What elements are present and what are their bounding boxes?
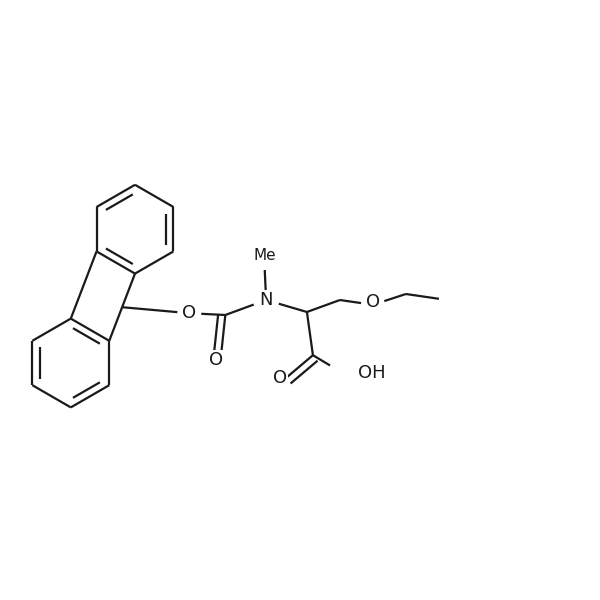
- Text: OH: OH: [358, 364, 386, 382]
- Text: O: O: [182, 304, 196, 322]
- Text: O: O: [273, 369, 287, 387]
- Text: N: N: [259, 291, 273, 309]
- Text: Me: Me: [253, 247, 275, 263]
- Text: O: O: [209, 351, 223, 369]
- Text: O: O: [366, 293, 380, 311]
